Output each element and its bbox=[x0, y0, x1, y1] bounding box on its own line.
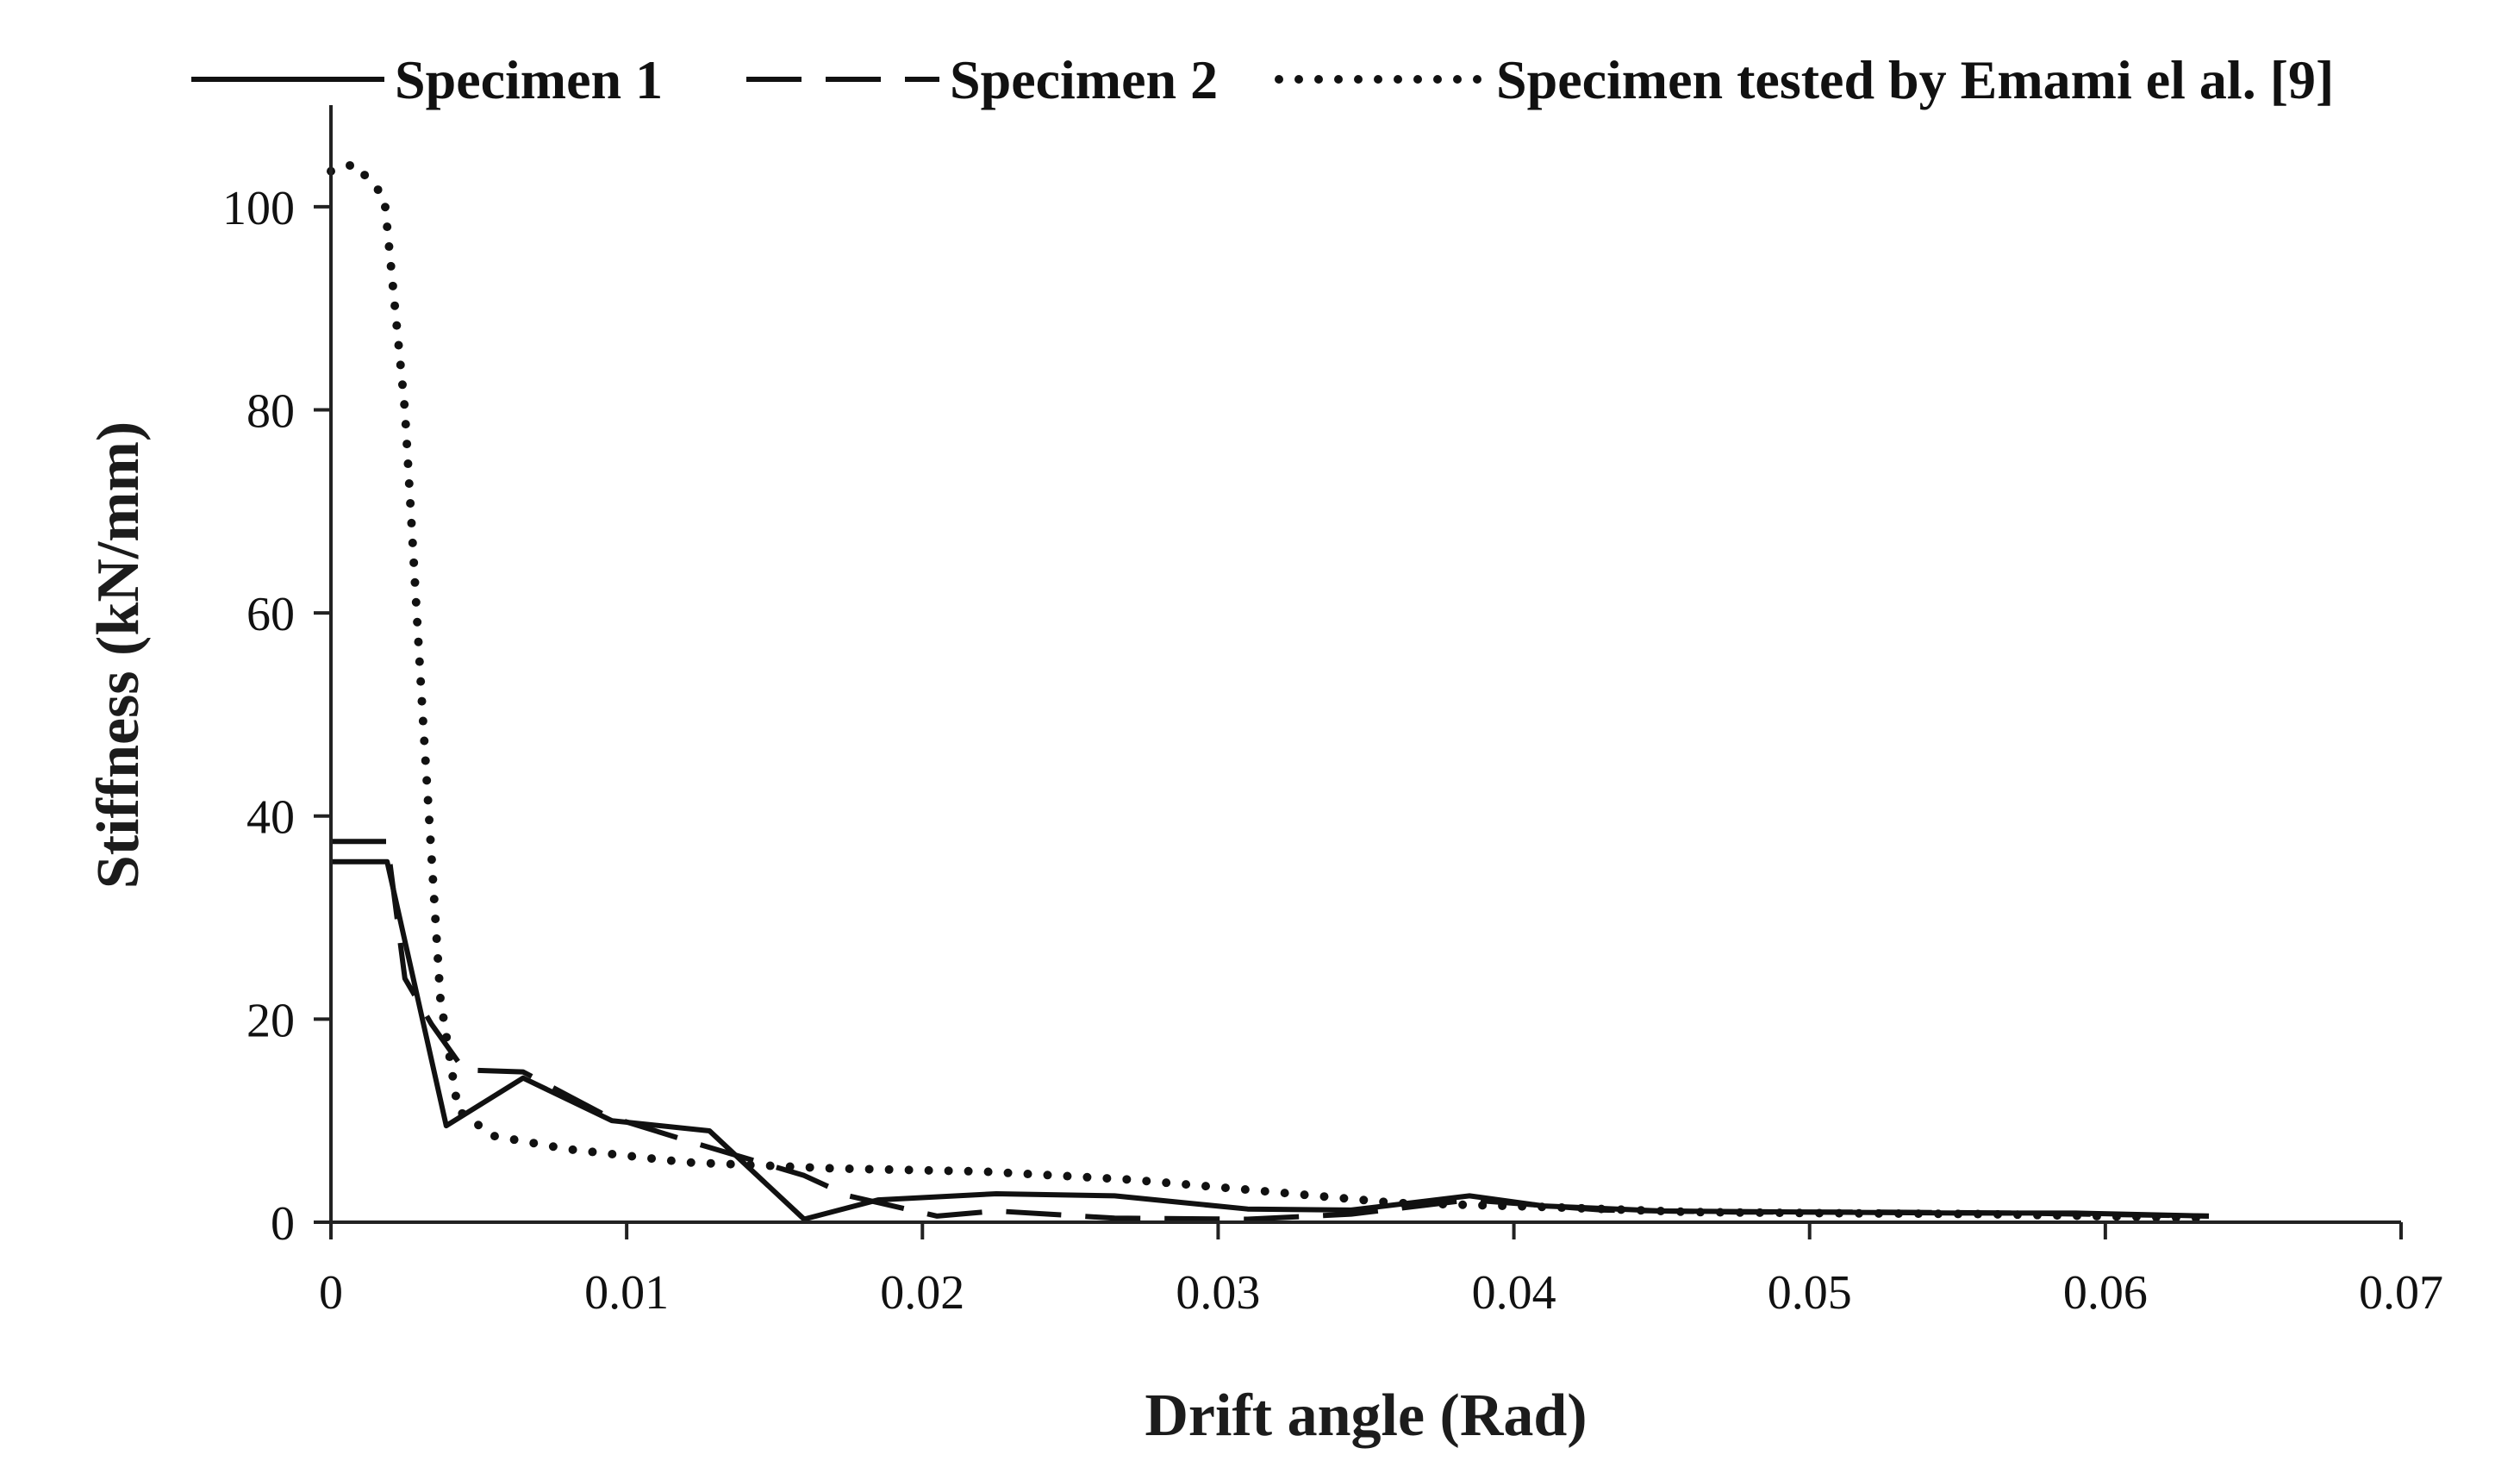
y-tick-label: 0 bbox=[271, 1197, 295, 1251]
x-tick-label: 0.06 bbox=[2063, 1266, 2148, 1320]
x-tick-label: 0.01 bbox=[584, 1266, 669, 1320]
series-layer bbox=[327, 159, 2213, 1223]
y-tick-label: 100 bbox=[222, 182, 295, 235]
x-tick-label: 0.05 bbox=[1768, 1266, 1852, 1320]
legend: Specimen 1 Specimen 2 Specimen tested by E… bbox=[191, 49, 2334, 110]
x-axis-title: Drift angle (Rad) bbox=[1145, 1383, 1587, 1449]
y-tick-label: 80 bbox=[246, 384, 295, 438]
y-tick-label: 20 bbox=[246, 994, 295, 1047]
x-tick-label: 0.07 bbox=[2359, 1266, 2443, 1320]
legend-label: Specimen tested by Emami el al. [9] bbox=[1496, 49, 2334, 110]
axes bbox=[329, 105, 2401, 1224]
x-tick-label: 0.04 bbox=[1472, 1266, 1556, 1320]
legend-label: Specimen 2 bbox=[950, 49, 1218, 110]
series-line-dashed bbox=[331, 839, 2210, 1222]
y-tick-label: 60 bbox=[246, 588, 295, 641]
x-tick-label: 0.02 bbox=[880, 1266, 964, 1320]
series-line-dotted bbox=[327, 159, 2213, 1223]
y-tick-label: 40 bbox=[246, 791, 295, 845]
x-ticks: 0 0.01 0.02 0.03 0.04 0.05 0.06 0.07 bbox=[319, 1222, 2443, 1320]
y-ticks: 0 20 40 60 80 100 bbox=[222, 182, 331, 1251]
y-axis-title: Stiffness (kN/mm) bbox=[85, 421, 152, 889]
x-tick-label: 0.03 bbox=[1176, 1266, 1260, 1320]
legend-label: Specimen 1 bbox=[395, 49, 663, 110]
x-tick-label: 0 bbox=[319, 1266, 343, 1320]
series-line-solid bbox=[331, 858, 2210, 1222]
